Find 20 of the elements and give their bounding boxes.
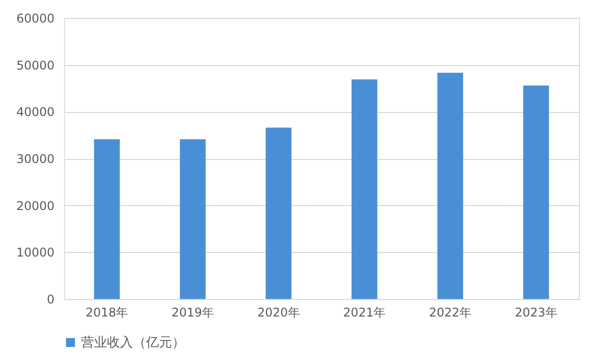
bar — [94, 139, 120, 299]
bar — [352, 79, 378, 299]
y-tick-label: 60000 — [16, 12, 54, 26]
y-tick-label: 40000 — [16, 105, 54, 120]
bar — [266, 128, 292, 299]
bar — [437, 72, 464, 299]
legend-label: 营业收入（亿元） — [81, 336, 185, 350]
y-tick-label: 0 — [46, 292, 54, 306]
x-tick-label: 2021年 — [343, 306, 386, 320]
bar — [180, 139, 206, 299]
y-tick-label: 10000 — [16, 246, 54, 260]
bar — [523, 85, 549, 299]
y-tick-label: 30000 — [16, 152, 54, 166]
x-tick-label: 2018年 — [86, 306, 128, 320]
x-tick-label: 2022年 — [428, 306, 472, 320]
y-tick-label: 50000 — [16, 58, 54, 72]
y-tick-label: 20000 — [16, 198, 54, 213]
x-tick-label: 2023年 — [514, 306, 558, 320]
x-tick-label: 2020年 — [257, 306, 300, 320]
x-tick-label: 2019年 — [171, 306, 214, 320]
